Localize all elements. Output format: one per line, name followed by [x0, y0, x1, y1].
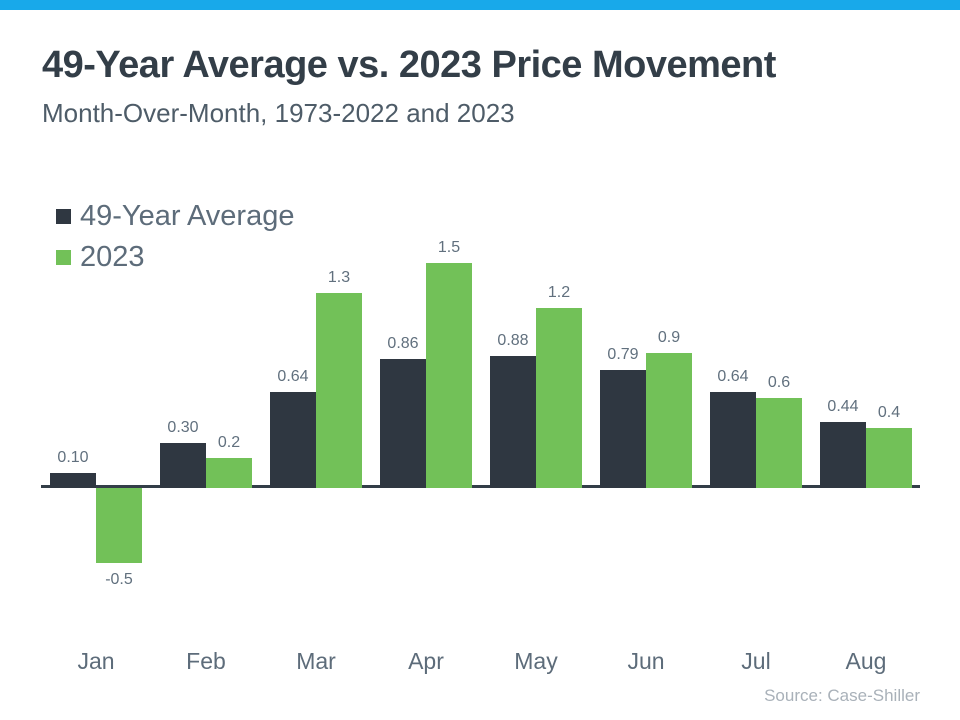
bar-value-2023-mar: 1.3 — [327, 269, 351, 286]
legend-label-2023: 2023 — [80, 241, 145, 273]
bar-value-2023-aug: 0.4 — [877, 404, 901, 421]
bar-2023-jun — [646, 353, 692, 488]
source-credit: Source: Case-Shiller — [764, 686, 920, 705]
bar-value-49-year-average-aug: 0.44 — [827, 398, 859, 415]
bar-value-49-year-average-apr: 0.86 — [387, 335, 419, 352]
x-axis-line — [41, 485, 920, 488]
bar-49-year-average-aug — [820, 422, 866, 488]
bar-2023-apr — [426, 263, 472, 488]
legend-label-average: 49-Year Average — [80, 200, 295, 232]
bar-2023-may — [536, 308, 582, 488]
bar-49-year-average-jun — [600, 369, 646, 488]
bar-value-2023-may: 1.2 — [547, 284, 571, 301]
bar-value-49-year-average-jun: 0.79 — [607, 345, 639, 363]
x-axis-label-jan: Jan — [77, 648, 115, 674]
bar-2023-jan — [96, 488, 142, 563]
bar-value-2023-jul: 0.6 — [767, 374, 791, 391]
bar-49-year-average-mar — [270, 392, 316, 488]
legend-swatch-average — [56, 208, 71, 224]
legend-item-2023: 2023 — [56, 239, 294, 275]
bar-2023-jul — [756, 398, 802, 488]
bar-49-year-average-feb — [160, 443, 206, 488]
x-axis-label-feb: Feb — [186, 648, 226, 674]
bar-49-year-average-may — [490, 356, 536, 488]
bar-49-year-average-jan — [50, 473, 96, 488]
bar-value-2023-apr: 1.5 — [437, 239, 461, 256]
x-axis-label-mar: Mar — [296, 648, 336, 674]
bar-value-2023-jan: -0.5 — [105, 571, 133, 588]
bar-2023-aug — [866, 428, 912, 488]
x-axis-label-may: May — [514, 648, 558, 674]
x-axis-label-aug: Aug — [845, 648, 887, 674]
chart-legend: 49-Year Average 2023 — [56, 198, 294, 275]
page-title: 49-Year Average vs. 2023 Price Movement — [42, 44, 776, 86]
x-axis-label-jun: Jun — [627, 648, 665, 674]
bar-value-2023-jun: 0.9 — [657, 329, 681, 346]
bar-2023-feb — [206, 458, 252, 488]
legend-swatch-2023 — [56, 249, 71, 265]
bar-value-49-year-average-may: 0.88 — [497, 332, 529, 349]
bar-2023-mar — [316, 293, 362, 488]
x-axis-label-jul: Jul — [741, 648, 771, 674]
bar-value-2023-feb: 0.2 — [217, 434, 241, 451]
bar-value-49-year-average-jul: 0.64 — [717, 368, 749, 385]
page-subtitle: Month-Over-Month, 1973-2022 and 2023 — [42, 98, 515, 128]
bar-value-49-year-average-mar: 0.64 — [277, 368, 309, 385]
x-axis-label-apr: Apr — [408, 648, 444, 674]
accent-top-bar — [0, 0, 960, 10]
legend-item-average: 49-Year Average — [56, 198, 294, 234]
bar-49-year-average-apr — [380, 359, 426, 488]
bar-49-year-average-jul — [710, 392, 756, 488]
bar-value-49-year-average-jan: 0.10 — [57, 449, 89, 466]
bar-value-49-year-average-feb: 0.30 — [167, 419, 199, 436]
